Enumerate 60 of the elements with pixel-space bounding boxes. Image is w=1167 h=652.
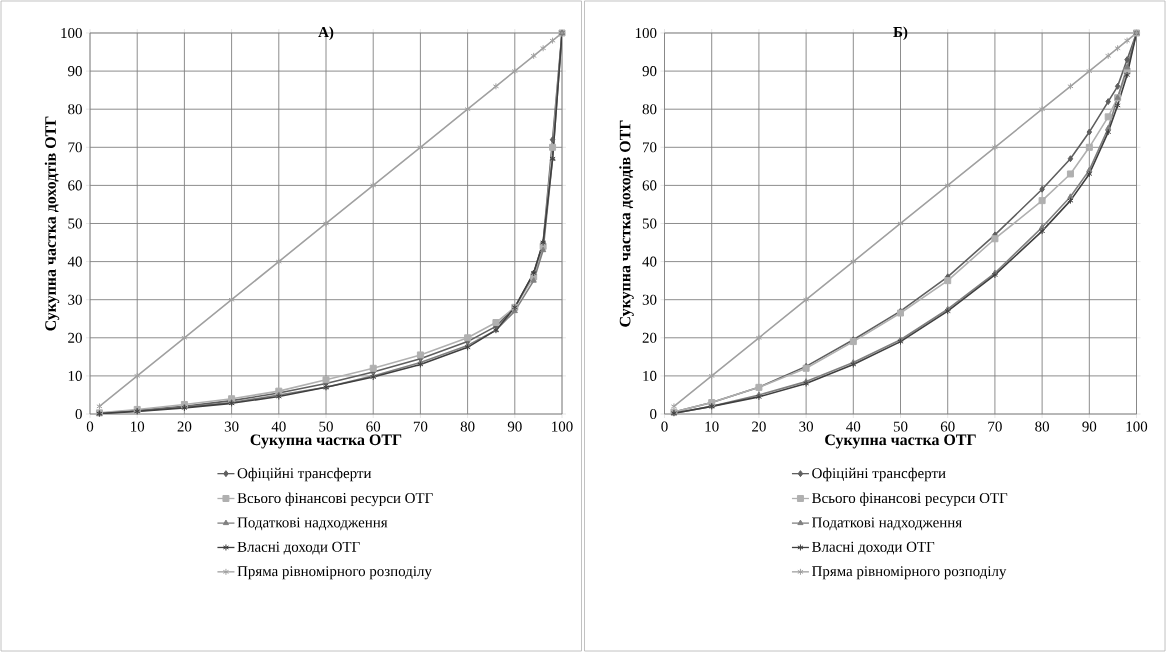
x-tick-label: 0 (86, 421, 94, 432)
y-tick-label: 70 (643, 142, 657, 153)
x-tick-label: 90 (507, 421, 522, 432)
y-tick-label: 50 (68, 218, 82, 229)
x-tick-label: 100 (552, 421, 573, 432)
legend-label: Всього фінансові ресурси ОТГ (812, 492, 1008, 507)
chart-title: Б) (893, 26, 908, 41)
y-tick-label: 80 (68, 104, 82, 115)
legend-label: Податкові надходження (237, 517, 388, 531)
y-tick-label: 80 (642, 104, 657, 115)
y-tick-label: 30 (68, 294, 82, 305)
y-tick-label: 20 (68, 332, 82, 343)
legend-label: Всього фінансові ресурси ОТГ (237, 492, 433, 507)
x-tick-label: 60 (940, 421, 955, 432)
y-tick-label: 40 (67, 256, 82, 267)
x-tick-label: 40 (846, 421, 861, 432)
y-tick-label: 100 (635, 27, 657, 39)
y-tick-label: 60 (68, 180, 82, 191)
chart-title: А) (318, 26, 334, 41)
legend-label: Офіційні трансферти (237, 467, 372, 482)
y-tick-label: 100 (61, 27, 82, 39)
y-tick-label: 0 (650, 408, 657, 420)
x-tick-label: 10 (705, 421, 719, 432)
x-tick-label: 90 (1082, 421, 1097, 432)
legend-label: Офіційні трансферти (812, 467, 946, 482)
x-tick-label: 20 (177, 421, 192, 432)
y-tick-label: 50 (642, 218, 657, 229)
legend-label: Податкові надходження (812, 517, 962, 531)
x-tick-label: 80 (460, 421, 475, 432)
y-tick-label: 10 (643, 370, 657, 381)
legend-label: Пряма рівномірного розподілу (237, 566, 432, 580)
y-tick-label: 90 (68, 66, 82, 77)
x-tick-label: 70 (413, 421, 428, 432)
y-tick-label: 70 (68, 142, 82, 153)
x-tick-label: 80 (1035, 421, 1050, 432)
x-tick-label: 40 (271, 421, 286, 432)
y-axis-title: Сукупна частка доходтів ОТГ (44, 116, 60, 331)
x-tick-label: 60 (366, 421, 381, 432)
x-tick-label: 20 (752, 421, 766, 432)
x-tick-label: 50 (893, 421, 908, 432)
x-tick-label: 30 (799, 421, 814, 432)
x-axis-title: Сукупна частка ОТГ (250, 434, 402, 449)
y-tick-label: 10 (68, 370, 82, 381)
y-tick-label: 60 (642, 180, 657, 191)
y-axis-title: Сукупна частка доходів ОТГ (619, 120, 634, 327)
legend-label: Власні доходи ОТГ (237, 541, 360, 555)
y-tick-label: 20 (642, 332, 657, 343)
legend-label: Власні доходи ОТГ (812, 541, 935, 555)
y-tick-label: 40 (642, 256, 657, 267)
x-tick-label: 0 (661, 421, 668, 432)
y-tick-label: 90 (642, 66, 657, 77)
x-axis-title: Сукупна частка ОТГ (825, 434, 976, 449)
legend-label: Пряма рівномірного розподілу (812, 566, 1007, 580)
y-tick-label: 30 (642, 294, 657, 305)
x-tick-label: 30 (224, 421, 239, 432)
x-tick-label: 70 (988, 421, 1002, 432)
x-tick-label: 100 (1126, 421, 1148, 432)
x-tick-label: 10 (131, 421, 145, 432)
y-tick-label: 0 (75, 408, 82, 420)
x-tick-label: 50 (319, 421, 333, 432)
